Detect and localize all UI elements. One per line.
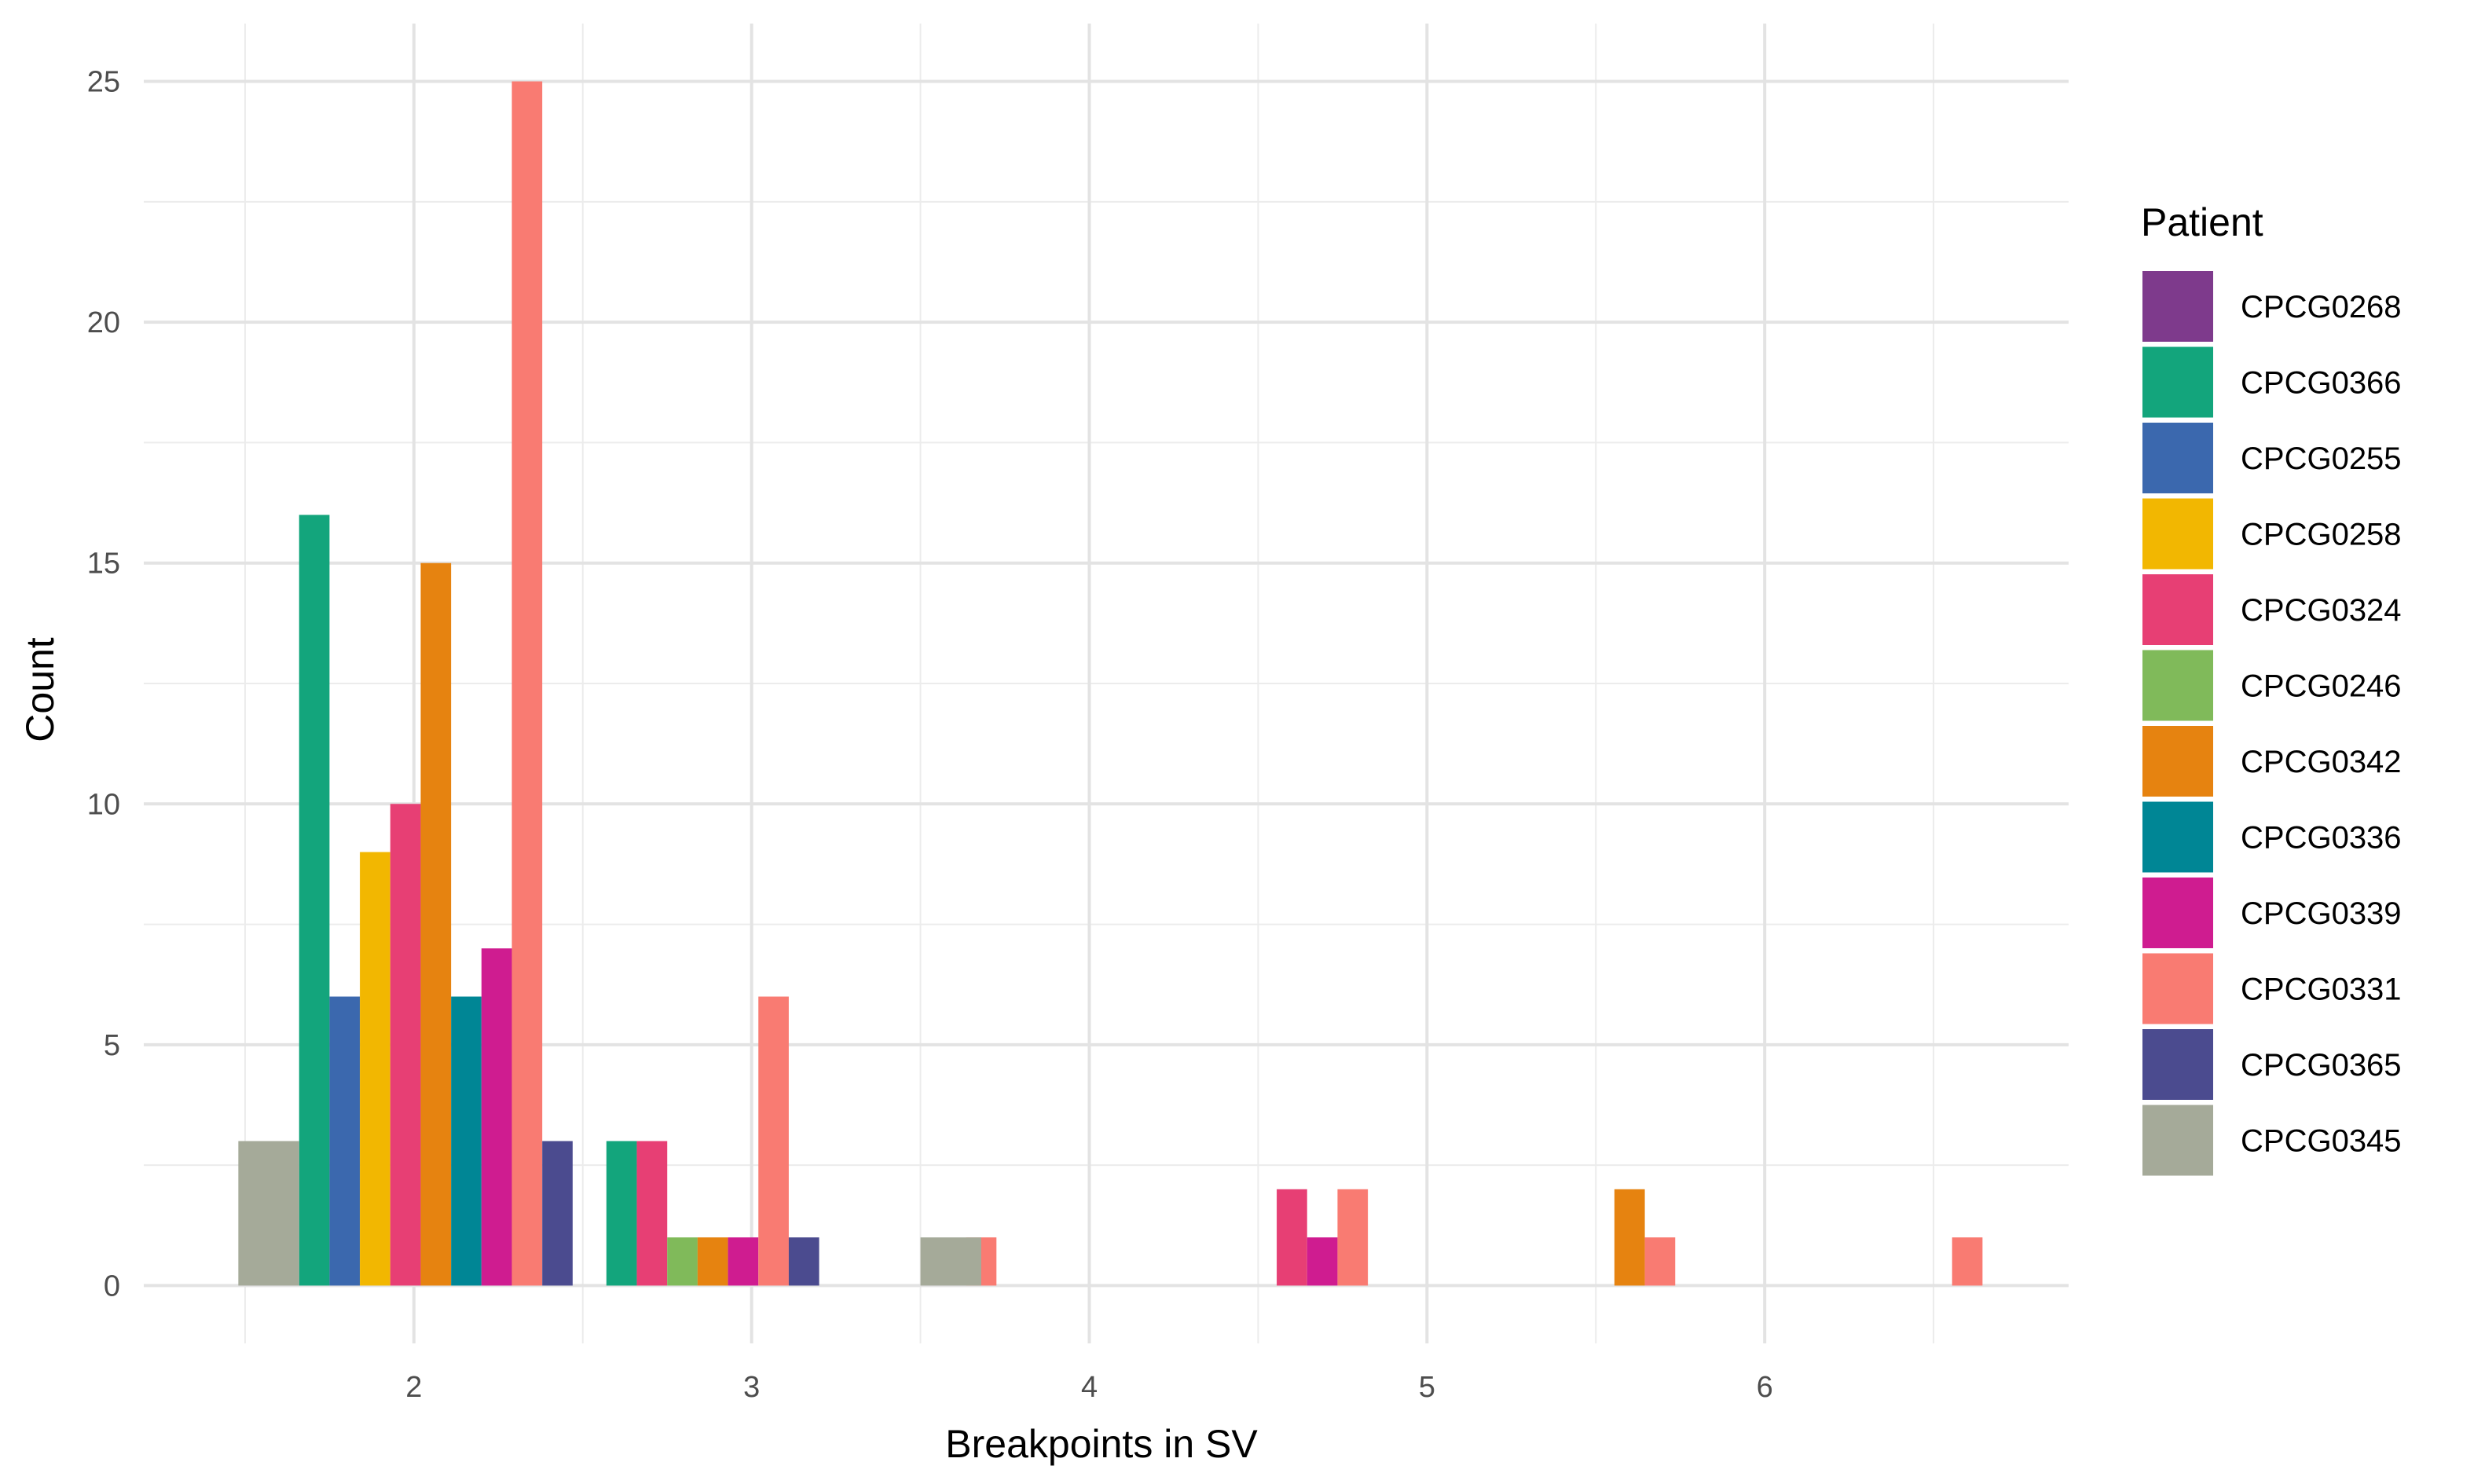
legend-swatch-cpcg0331 (2142, 953, 2213, 1024)
legend-label-cpcg0331: CPCG0331 (2241, 973, 2402, 1007)
legend-swatch-cpcg0339 (2142, 878, 2213, 948)
legend-swatch-cpcg0366 (2142, 346, 2213, 418)
bar-cpcg0365: CPCG0365: 3 (542, 1141, 573, 1286)
y-axis-title: Count (18, 637, 62, 742)
bar-cpcg0339: CPCG0339: 1 (1307, 1237, 1338, 1286)
bar-cpcg0331: CPCG0331: 1 (1644, 1237, 1676, 1286)
y-tick-label: 5 (104, 1029, 120, 1062)
bar-cpcg0246: CPCG0246: 1 (667, 1237, 698, 1286)
legend-swatch-cpcg0365 (2142, 1029, 2213, 1100)
bar-cpcg0336: CPCG0336: 6 (451, 996, 482, 1286)
legend-label-cpcg0258: CPCG0258 (2241, 518, 2402, 552)
x-tick-label: 3 (743, 1371, 760, 1404)
bar-cpcg0345: CPCG0345: 3 (238, 1141, 299, 1286)
legend-label-cpcg0324: CPCG0324 (2241, 593, 2402, 628)
legend-label-cpcg0268: CPCG0268 (2241, 290, 2402, 324)
legend-swatch-cpcg0342 (2142, 726, 2213, 797)
legend-title: Patient (2141, 200, 2263, 244)
bar-cpcg0324: CPCG0324: 2 (1277, 1189, 1307, 1286)
bar-cpcg0258: CPCG0258: 9 (360, 852, 390, 1286)
bar-cpcg0331: CPCG0331: 2 (1337, 1189, 1369, 1286)
legend-label-cpcg0365: CPCG0365 (2241, 1048, 2402, 1083)
x-axis-title: Breakpoints in SV (945, 1422, 1258, 1466)
bar-cpcg0331: CPCG0331: 6 (758, 996, 789, 1286)
legend-label-cpcg0336: CPCG0336 (2241, 821, 2402, 856)
legend-swatch-cpcg0258 (2142, 498, 2213, 570)
x-tick-label: 4 (1081, 1371, 1098, 1404)
tick-labels: 2 3 4 5 6 0 5 10 15 20 25 (87, 66, 1773, 1404)
bar-cpcg0324: CPCG0324: 10 (390, 804, 421, 1286)
legend-swatch-cpcg0246 (2142, 650, 2213, 721)
legend-swatch-cpcg0345 (2142, 1105, 2213, 1176)
legend-swatch-cpcg0324 (2142, 574, 2213, 645)
legend-swatch-cpcg0336 (2142, 801, 2213, 873)
x-tick-label: 2 (405, 1371, 422, 1404)
legend-label-cpcg0255: CPCG0255 (2241, 442, 2402, 476)
legend-label-cpcg0246: CPCG0246 (2241, 669, 2402, 704)
bars: CPCG0366: 16CPCG0366: 3CPCG0255: 6CPCG02… (238, 81, 1983, 1286)
bar-cpcg0324: CPCG0324: 3 (636, 1141, 668, 1286)
bar-cpcg0342: CPCG0342: 1 (697, 1237, 728, 1286)
y-tick-label: 20 (87, 306, 120, 339)
legend-label-cpcg0342: CPCG0342 (2241, 745, 2402, 779)
y-tick-label: 10 (87, 788, 120, 821)
legend-label-cpcg0345: CPCG0345 (2241, 1124, 2402, 1159)
y-tick-label: 15 (87, 548, 120, 581)
bar-cpcg0339: CPCG0339: 1 (728, 1237, 759, 1286)
legend-swatch-cpcg0255 (2142, 423, 2213, 493)
bar-cpcg0342: CPCG0342: 2 (1614, 1189, 1645, 1286)
bar-cpcg0365: CPCG0365: 1 (788, 1237, 819, 1286)
legend-label-cpcg0366: CPCG0366 (2241, 366, 2402, 401)
x-tick-label: 5 (1419, 1371, 1435, 1404)
legend: Patient CPCG0268 CPCG0366 CPCG0255 CPCG0258… (2141, 200, 2402, 1176)
legend-swatch-cpcg0268 (2142, 271, 2213, 342)
x-tick-label: 6 (1757, 1371, 1773, 1404)
legend-label-cpcg0339: CPCG0339 (2241, 896, 2402, 931)
bar-cpcg0345: CPCG0345: 1 (920, 1237, 981, 1286)
grid-lines (144, 24, 2069, 1343)
y-tick-label: 25 (87, 66, 120, 99)
bar-cpcg0342: CPCG0342: 15 (420, 562, 452, 1286)
y-tick-label: 0 (104, 1270, 120, 1303)
bar-cpcg0331: CPCG0331: 25 (511, 81, 543, 1286)
bar-cpcg0339: CPCG0339: 7 (481, 948, 512, 1286)
bar-cpcg0366: CPCG0366: 3 (606, 1141, 637, 1286)
bar-cpcg0331: CPCG0331: 1 (1952, 1237, 1983, 1286)
bar-cpcg0255: CPCG0255: 6 (329, 996, 361, 1286)
bar-cpcg0366: CPCG0366: 16 (299, 515, 330, 1286)
